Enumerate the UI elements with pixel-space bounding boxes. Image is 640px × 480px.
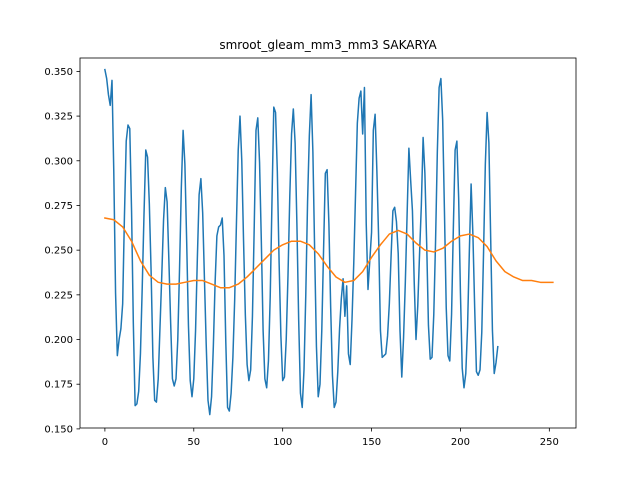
y-tick-label: 0.175 <box>44 380 73 391</box>
y-tick-label: 0.300 <box>44 156 73 167</box>
series-line-1 <box>104 68 499 416</box>
x-tick-label: 250 <box>540 437 559 448</box>
series-line-2 <box>104 217 554 289</box>
plot-area <box>80 58 576 428</box>
series-layer <box>104 68 554 416</box>
x-tick-label: 50 <box>187 437 200 448</box>
y-tick-label: 0.225 <box>44 290 73 301</box>
x-tick-label: 0 <box>102 437 108 448</box>
plot-background <box>80 58 576 428</box>
y-tick-label: 0.200 <box>44 335 73 346</box>
axes-frame <box>79 57 577 429</box>
x-axis: 0 50 100 150 200 250 <box>102 428 559 448</box>
y-tick-label: 0.250 <box>44 246 73 257</box>
y-tick-label: 0.325 <box>44 112 73 123</box>
x-tick-label: 100 <box>273 437 292 448</box>
y-tick-label: 0.350 <box>44 67 73 78</box>
chart-title: smroot_gleam_mm3_mm3 SAKARYA <box>219 38 437 52</box>
x-tick-label: 150 <box>362 437 381 448</box>
x-tick-label: 200 <box>451 437 470 448</box>
y-axis: 0.150 0.175 0.200 0.225 0.250 0.275 0.300 0.325… <box>44 67 80 435</box>
axes-layer <box>79 57 577 429</box>
y-tick-label: 0.150 <box>44 424 73 435</box>
y-tick-label: 0.275 <box>44 201 73 212</box>
